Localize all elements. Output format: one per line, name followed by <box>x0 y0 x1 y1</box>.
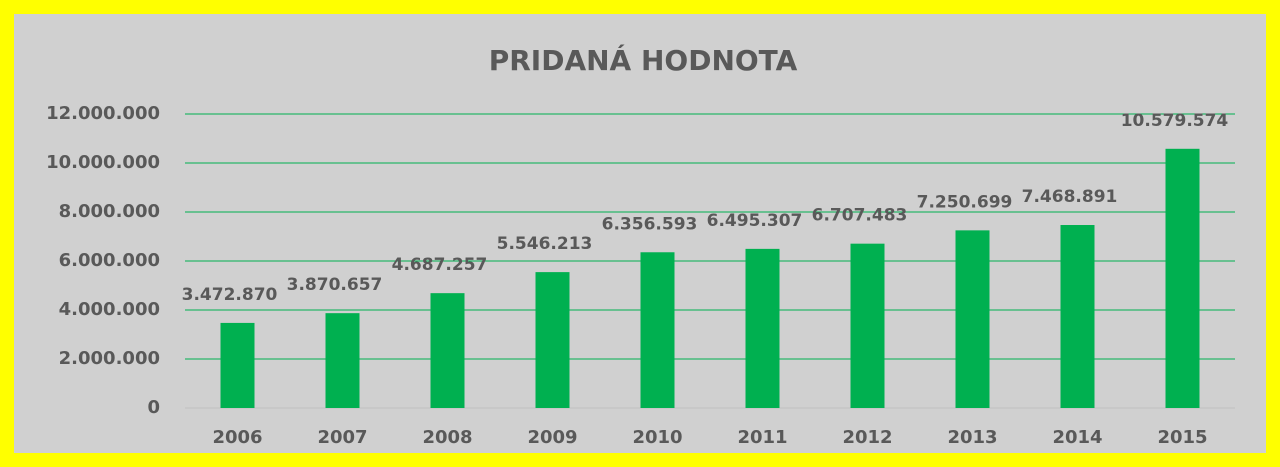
x-tick-label: 2012 <box>842 427 892 448</box>
value-label: 6.356.593 <box>602 214 698 234</box>
x-tick-label: 2014 <box>1052 427 1102 448</box>
y-tick-label: 0 <box>147 397 160 418</box>
x-tick-label: 2010 <box>632 427 682 448</box>
bar <box>220 322 255 408</box>
bar <box>955 230 990 408</box>
value-label: 3.870.657 <box>287 275 383 295</box>
x-tick-label: 2006 <box>212 427 262 448</box>
value-label: 3.472.870 <box>182 285 278 305</box>
value-label: 6.707.483 <box>812 206 908 226</box>
y-tick-label: 6.000.000 <box>59 250 160 271</box>
bar <box>535 272 570 408</box>
x-tick-label: 2013 <box>947 427 997 448</box>
y-tick-label: 8.000.000 <box>59 201 160 222</box>
chart-title: PRIDANÁ HODNOTA <box>489 43 798 77</box>
x-tick-label: 2008 <box>422 427 472 448</box>
bar <box>745 248 780 408</box>
value-label: 7.250.699 <box>917 192 1013 212</box>
y-tick-label: 4.000.000 <box>59 299 160 320</box>
x-tick-label: 2009 <box>527 427 577 448</box>
bar <box>640 252 675 408</box>
bar <box>430 293 465 408</box>
bar <box>325 313 360 408</box>
value-label: 10.579.574 <box>1121 111 1229 131</box>
value-label: 4.687.257 <box>392 255 488 275</box>
y-tick-label: 12.000.000 <box>46 103 160 124</box>
value-label: 5.546.213 <box>497 234 593 254</box>
y-tick-label: 2.000.000 <box>59 348 160 369</box>
x-tick-label: 2011 <box>737 427 787 448</box>
bar <box>1060 225 1095 408</box>
x-tick-label: 2007 <box>317 427 367 448</box>
value-label: 7.468.891 <box>1022 187 1118 207</box>
bar <box>850 243 885 408</box>
value-label: 6.495.307 <box>707 211 803 231</box>
x-tick-label: 2015 <box>1157 427 1207 448</box>
y-tick-label: 10.000.000 <box>46 152 160 173</box>
bar <box>1165 148 1200 409</box>
